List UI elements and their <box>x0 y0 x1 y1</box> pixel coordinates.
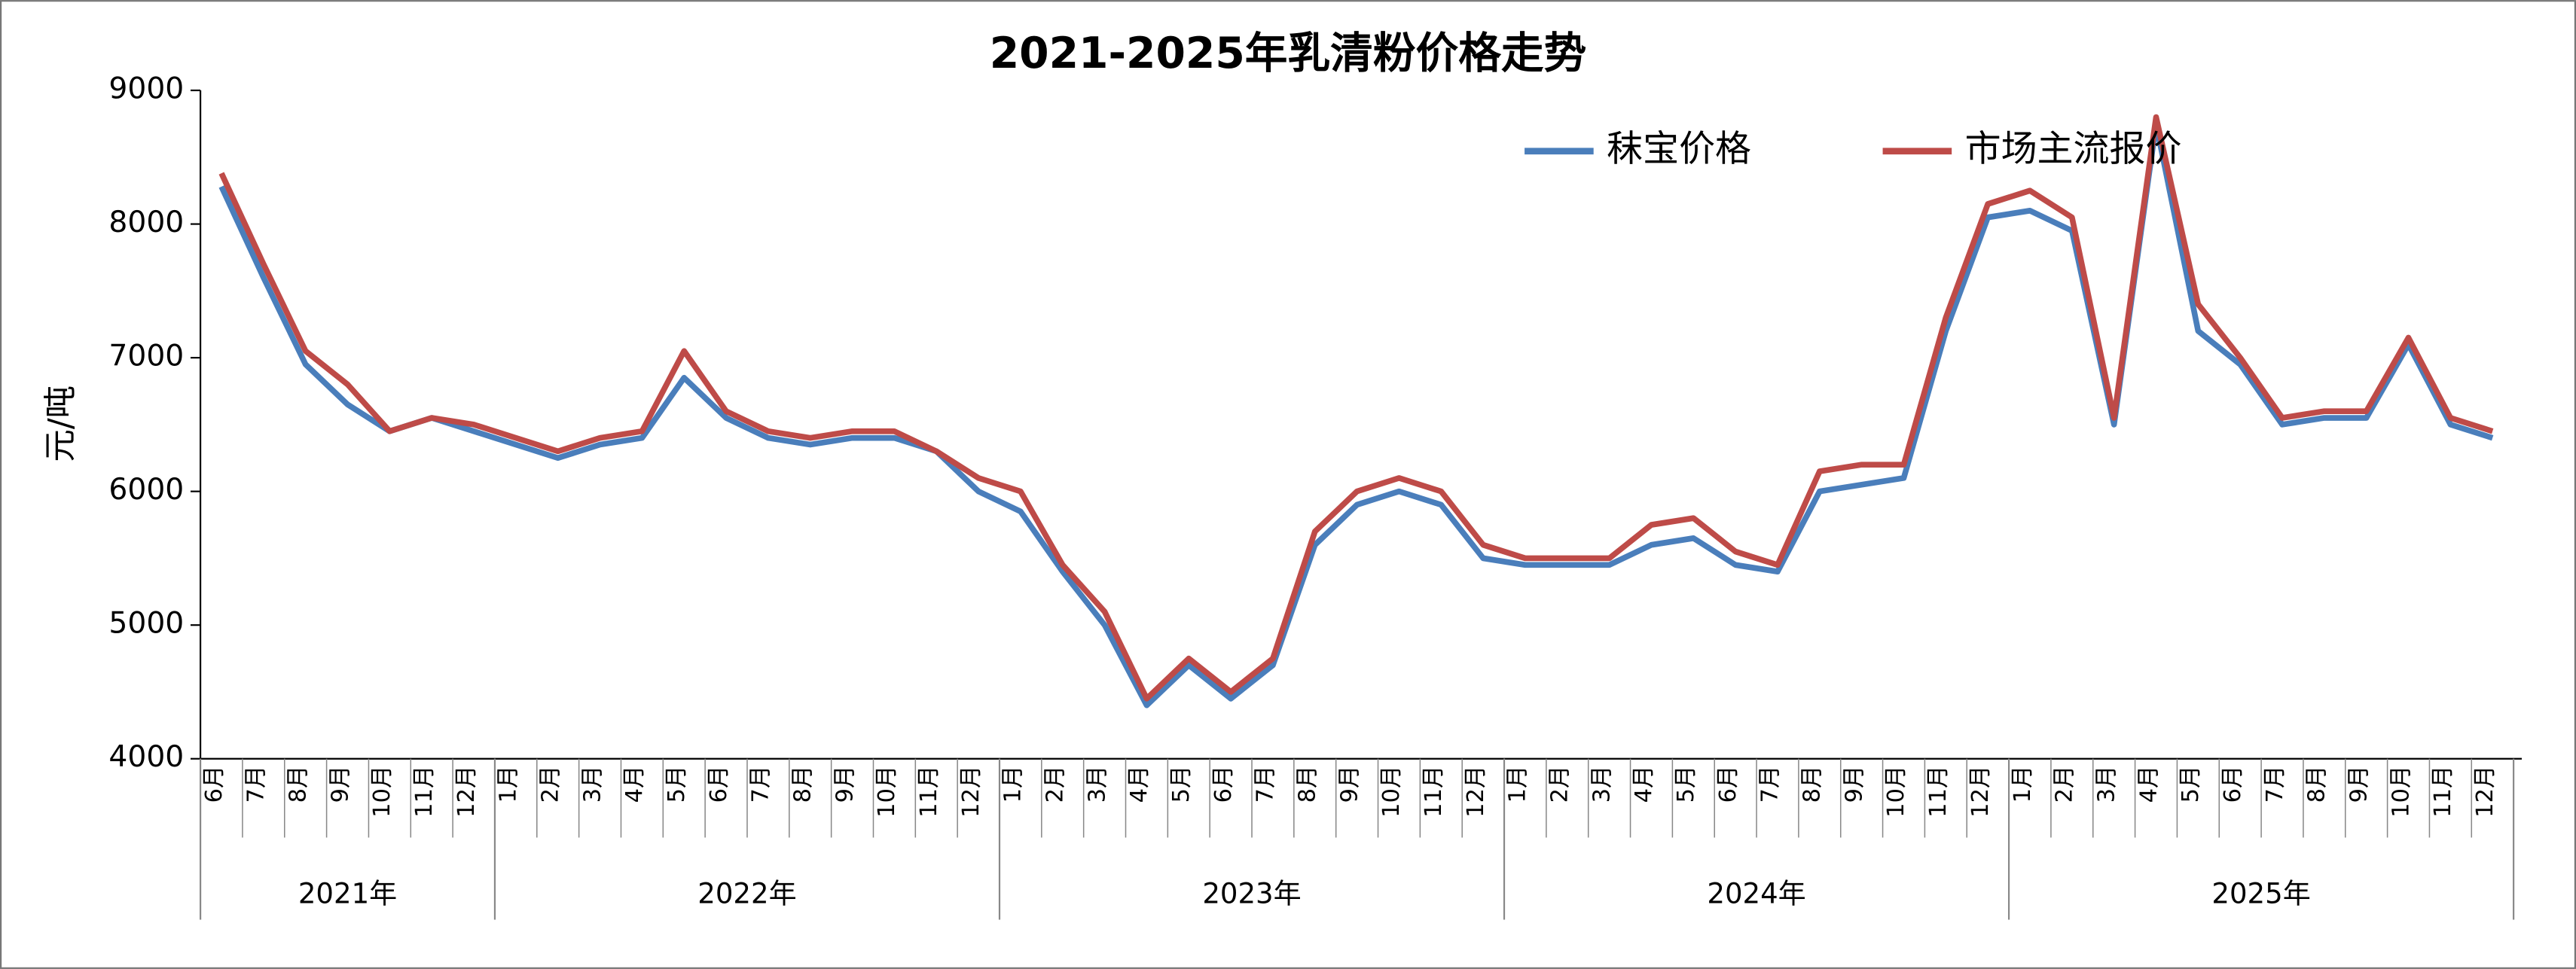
x-tick-label: 10月 <box>1883 765 1909 817</box>
x-tick-label: 9月 <box>832 765 858 803</box>
x-tick-label: 10月 <box>1378 765 1405 817</box>
x-tick-label: 3月 <box>1589 765 1615 803</box>
y-tick-label: 4000 <box>108 740 184 774</box>
x-tick-label: 9月 <box>1336 765 1363 803</box>
y-tick-label: 9000 <box>108 72 184 106</box>
x-tick-label: 8月 <box>790 765 816 803</box>
x-tick-label: 10月 <box>2388 765 2414 817</box>
x-tick-label: 12月 <box>453 765 480 817</box>
x-tick-label: 3月 <box>1084 765 1110 803</box>
x-tick-label: 11月 <box>1421 765 1447 817</box>
x-tick-label: 9月 <box>2346 765 2372 803</box>
x-tick-label: 7月 <box>2262 765 2288 803</box>
year-label: 2022年 <box>697 877 796 910</box>
x-tick-label: 4月 <box>1126 765 1152 803</box>
x-tick-label: 11月 <box>2430 765 2456 817</box>
legend-label: 市场主流报价 <box>1965 128 2182 170</box>
x-tick-label: 2月 <box>537 765 563 803</box>
x-tick-label: 1月 <box>1505 765 1531 803</box>
y-tick-label: 8000 <box>108 206 184 239</box>
x-tick-label: 7月 <box>1757 765 1784 803</box>
legend-label: 秣宝价格 <box>1607 128 1751 170</box>
x-tick-label: 8月 <box>2304 765 2330 803</box>
x-tick-label: 1月 <box>2010 765 2036 803</box>
x-tick-label: 5月 <box>1168 765 1195 803</box>
year-label: 2023年 <box>1202 877 1301 910</box>
x-tick-label: 12月 <box>958 765 984 817</box>
x-tick-label: 5月 <box>2178 765 2204 803</box>
series-line <box>218 114 2494 702</box>
x-tick-label: 12月 <box>1463 765 1489 817</box>
x-tick-label: 6月 <box>2220 765 2246 803</box>
x-tick-label: 8月 <box>1799 765 1826 803</box>
x-tick-label: 8月 <box>1295 765 1321 803</box>
x-tick-label: 10月 <box>874 765 900 817</box>
x-tick-label: 7月 <box>243 765 270 803</box>
x-tick-label: 7月 <box>748 765 774 803</box>
x-tick-label: 4月 <box>621 765 648 803</box>
x-tick-label: 7月 <box>1253 765 1279 803</box>
x-tick-label: 4月 <box>2135 765 2162 803</box>
x-tick-label: 12月 <box>1967 765 1994 817</box>
x-tick-label: 6月 <box>1210 765 1237 803</box>
year-label: 2024年 <box>1707 877 1805 910</box>
x-tick-label: 9月 <box>327 765 353 803</box>
x-tick-label: 11月 <box>916 765 942 817</box>
x-tick-label: 2月 <box>1547 765 1573 803</box>
x-tick-label: 8月 <box>285 765 311 803</box>
x-tick-label: 4月 <box>1631 765 1657 803</box>
series-line <box>218 120 2494 708</box>
x-tick-label: 6月 <box>706 765 732 803</box>
x-tick-label: 6月 <box>1715 765 1741 803</box>
x-tick-label: 6月 <box>201 765 227 803</box>
x-tick-label: 1月 <box>1000 765 1027 803</box>
year-label: 2021年 <box>298 877 397 910</box>
year-label: 2025年 <box>2211 877 2310 910</box>
y-tick-label: 5000 <box>108 607 184 641</box>
x-tick-label: 9月 <box>1841 765 1867 803</box>
y-tick-label: 7000 <box>108 340 184 373</box>
chart-title: 2021-2025年乳清粉价格走势 <box>990 29 1587 78</box>
x-tick-label: 5月 <box>1673 765 1699 803</box>
x-tick-label: 11月 <box>1925 765 1952 817</box>
x-tick-label: 5月 <box>664 765 690 803</box>
x-tick-label: 10月 <box>369 765 395 817</box>
x-tick-label: 12月 <box>2472 765 2498 817</box>
y-tick-label: 6000 <box>108 473 184 507</box>
x-tick-label: 3月 <box>579 765 606 803</box>
x-tick-label: 2月 <box>2052 765 2078 803</box>
x-tick-label: 11月 <box>411 765 438 817</box>
x-tick-label: 3月 <box>2093 765 2120 803</box>
x-tick-label: 2月 <box>1042 765 1069 803</box>
x-tick-label: 1月 <box>496 765 522 803</box>
y-axis-label: 元/吨 <box>42 385 80 462</box>
